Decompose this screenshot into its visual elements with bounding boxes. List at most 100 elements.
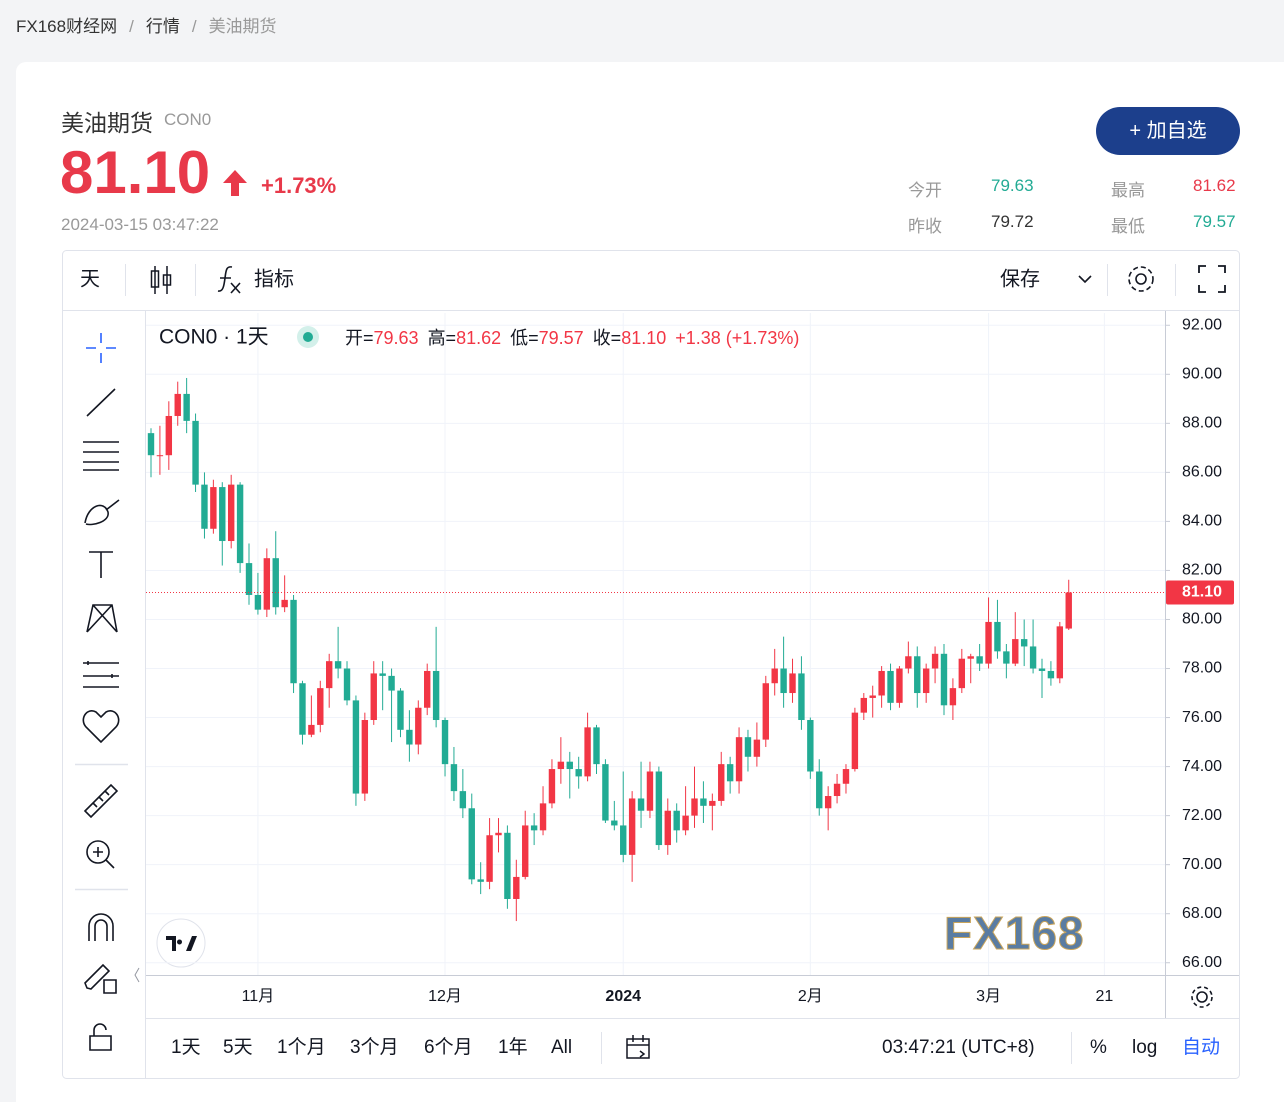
prediction-tool[interactable]	[83, 661, 119, 688]
candle-body	[673, 810, 680, 831]
candle-body	[281, 599, 288, 608]
x-tick-label: 21	[1095, 988, 1113, 1005]
candle-body	[584, 727, 591, 777]
candle-body	[637, 798, 645, 811]
brush-tool[interactable]	[84, 499, 120, 526]
quote-time: 2024-03-15 03:47:22	[61, 215, 219, 234]
candle-body	[557, 761, 565, 770]
last-price-tag	[1166, 580, 1234, 605]
y-tick-label: 92.00	[1182, 316, 1222, 333]
range-button[interactable]: 5天	[223, 1037, 253, 1058]
add-watchlist-button[interactable]: + 加自选	[1096, 107, 1240, 155]
save-button[interactable]: 保存	[1000, 267, 1040, 290]
candle-body	[1065, 592, 1072, 629]
save-menu-chevron[interactable]	[1078, 275, 1092, 284]
candle-body	[432, 670, 440, 721]
candle-body	[753, 739, 761, 757]
quote-price: 81.10	[60, 139, 211, 206]
interval-button[interactable]: 天	[80, 268, 100, 290]
candle-body	[272, 558, 279, 608]
candle-body	[860, 697, 867, 713]
candle-body	[1020, 639, 1028, 647]
line-tool[interactable]	[86, 388, 116, 417]
candle-body	[833, 783, 841, 797]
candle-body	[1038, 668, 1046, 671]
candle-body	[236, 484, 244, 564]
tradingview-logo[interactable]	[156, 918, 206, 968]
grid	[146, 313, 1165, 975]
candle-body	[780, 668, 787, 694]
fib-tool[interactable]	[83, 441, 119, 471]
ruler-tool[interactable]	[83, 783, 119, 819]
stat-label: 昨收	[908, 217, 942, 236]
y-tick-label: 76.00	[1182, 709, 1222, 726]
x-tick-label: 3月	[976, 988, 1001, 1005]
range-button[interactable]: 3个月	[350, 1036, 399, 1058]
legend-value: 81.10	[621, 328, 666, 348]
candle-body	[851, 712, 859, 770]
range-button[interactable]: 1个月	[277, 1036, 326, 1058]
lock-drawing-tool[interactable]	[84, 963, 117, 994]
time-axis-settings[interactable]	[1191, 986, 1213, 1008]
favorites-tool[interactable]	[82, 710, 120, 744]
x-tick-label: 2024	[605, 988, 641, 1005]
quote-change: +1.73%	[261, 173, 337, 198]
candle-body	[165, 415, 173, 456]
candle-body	[700, 798, 707, 806]
scale-option[interactable]: 自动	[1182, 1036, 1220, 1058]
settings-button[interactable]	[1128, 266, 1154, 292]
candle-body	[1029, 646, 1037, 669]
range-button[interactable]: 1天	[171, 1037, 201, 1058]
candle-body	[798, 673, 805, 721]
legend-change: +1.38 (+1.73%)	[675, 328, 799, 348]
fullscreen-button[interactable]	[1198, 265, 1226, 293]
range-button[interactable]: All	[551, 1037, 572, 1058]
candle-body	[477, 879, 484, 882]
symbol-label: CON0 · 1天	[159, 326, 269, 349]
pattern-tool[interactable]	[86, 604, 118, 633]
candle-body	[611, 820, 618, 826]
stat-value: 79.63	[991, 176, 1034, 195]
indicator-icon[interactable]	[217, 266, 241, 294]
zoom-tool[interactable]	[86, 840, 115, 869]
y-tick-label: 78.00	[1182, 660, 1222, 677]
y-tick-label: 86.00	[1182, 464, 1222, 481]
candle-body	[566, 761, 573, 770]
range-button[interactable]: 1年	[498, 1036, 528, 1058]
candle-body	[504, 832, 511, 899]
unlock-tool[interactable]	[89, 1023, 112, 1051]
candle-body	[352, 700, 360, 794]
candle-body	[254, 594, 262, 610]
candle-body	[406, 729, 413, 745]
text-tool[interactable]	[89, 551, 113, 578]
candle-body	[816, 771, 823, 809]
candle-body	[263, 558, 271, 610]
candle-body	[192, 420, 199, 485]
crumb[interactable]: 行情	[117, 17, 180, 36]
candle-body	[495, 832, 502, 836]
candle-body	[299, 683, 306, 735]
range-button[interactable]: 6个月	[424, 1036, 473, 1058]
candle-body	[370, 673, 377, 721]
candle-body	[771, 668, 778, 684]
candle-body	[789, 673, 796, 694]
crosshair-tool[interactable]	[86, 333, 116, 363]
status-dot	[303, 332, 313, 342]
magnet-tool[interactable]	[88, 913, 114, 941]
candle-body	[334, 661, 342, 669]
date-range-button[interactable]	[626, 1035, 650, 1059]
candle-body	[682, 815, 689, 831]
candle-body	[735, 737, 743, 782]
crumb[interactable]: FX168财经网	[16, 17, 118, 36]
candle-body	[513, 876, 520, 899]
candle-body	[388, 675, 395, 691]
scale-option[interactable]: log	[1132, 1037, 1157, 1058]
chart-type-button[interactable]	[150, 266, 172, 294]
candle-body	[646, 771, 654, 811]
y-tick-label: 72.00	[1182, 807, 1222, 824]
indicators-button[interactable]: 指标	[254, 267, 294, 290]
crumb: 美油期货	[180, 17, 277, 36]
candles	[147, 377, 1072, 922]
scale-option[interactable]: %	[1090, 1037, 1107, 1058]
collapse-toolbar[interactable]	[134, 967, 140, 983]
